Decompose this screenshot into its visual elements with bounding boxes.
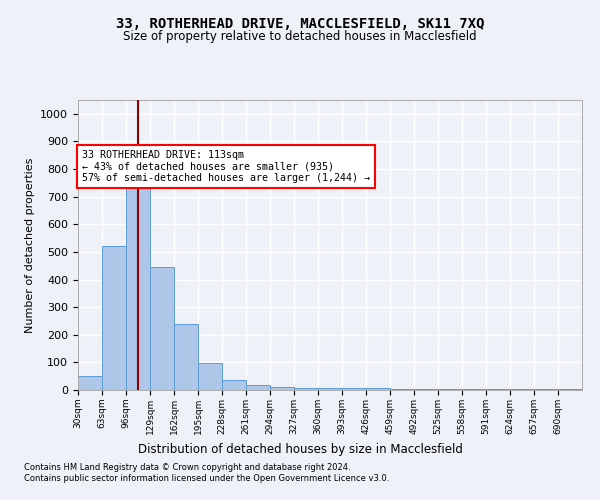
Text: 33 ROTHERHEAD DRIVE: 113sqm
← 43% of detached houses are smaller (935)
57% of se: 33 ROTHERHEAD DRIVE: 113sqm ← 43% of det… — [82, 150, 370, 183]
Bar — [294, 388, 318, 390]
Text: Contains public sector information licensed under the Open Government Licence v3: Contains public sector information licen… — [24, 474, 389, 483]
Bar — [510, 388, 534, 390]
Bar — [438, 388, 462, 390]
Bar — [558, 388, 582, 390]
Text: Size of property relative to detached houses in Macclesfield: Size of property relative to detached ho… — [123, 30, 477, 43]
Bar — [198, 363, 222, 390]
Bar — [414, 388, 438, 390]
Bar — [150, 267, 174, 390]
Bar — [126, 169, 150, 390]
Bar — [534, 388, 558, 390]
Bar — [486, 388, 510, 390]
Bar — [366, 388, 390, 390]
Text: Contains HM Land Registry data © Crown copyright and database right 2024.: Contains HM Land Registry data © Crown c… — [24, 462, 350, 471]
Bar — [174, 324, 198, 390]
Bar — [270, 386, 294, 390]
Bar — [342, 388, 366, 390]
Bar — [318, 388, 342, 390]
Bar — [390, 388, 414, 390]
Y-axis label: Number of detached properties: Number of detached properties — [25, 158, 35, 332]
Text: Distribution of detached houses by size in Macclesfield: Distribution of detached houses by size … — [137, 442, 463, 456]
Bar — [246, 386, 270, 390]
Bar — [222, 380, 246, 390]
Text: 33, ROTHERHEAD DRIVE, MACCLESFIELD, SK11 7XQ: 33, ROTHERHEAD DRIVE, MACCLESFIELD, SK11… — [116, 18, 484, 32]
Bar — [102, 246, 126, 390]
Bar — [78, 376, 102, 390]
Bar — [462, 388, 486, 390]
